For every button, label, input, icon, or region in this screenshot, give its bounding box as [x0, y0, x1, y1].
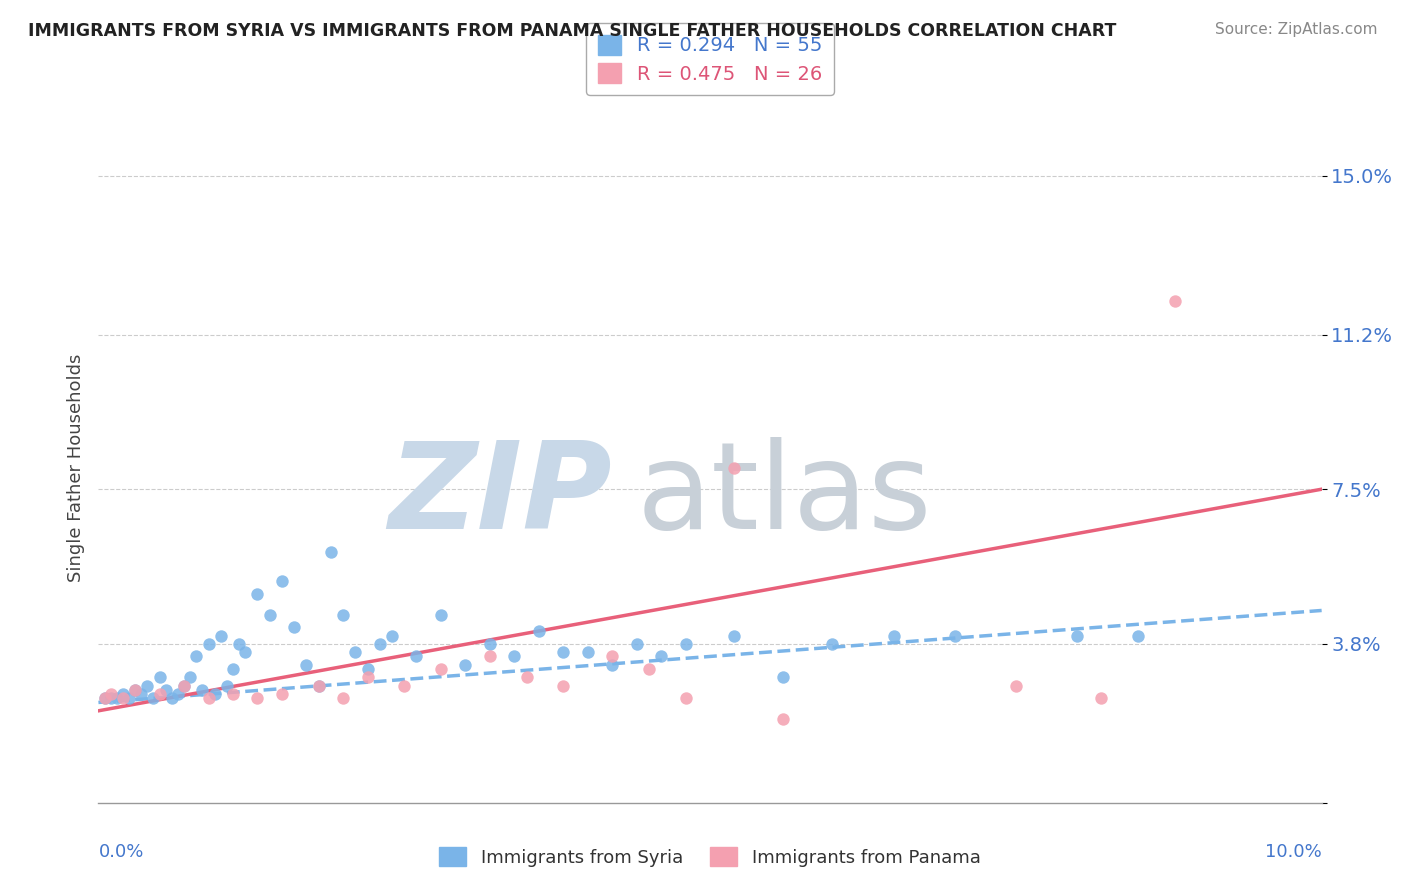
Text: atlas: atlas [637, 436, 932, 554]
Point [136, 679, 159, 693]
Point [308, 679, 330, 693]
Point [553, 679, 575, 693]
Point [124, 682, 146, 697]
Point [356, 662, 378, 676]
Point [129, 687, 152, 701]
Point [308, 679, 330, 693]
Point [100, 687, 122, 701]
Point [222, 662, 245, 676]
Point [332, 691, 354, 706]
Point [160, 691, 183, 706]
Point [283, 620, 305, 634]
Point [478, 649, 501, 664]
Point [259, 607, 281, 622]
Point [405, 649, 427, 664]
Point [344, 645, 367, 659]
Point [772, 670, 794, 684]
Point [186, 649, 208, 664]
Point [332, 607, 354, 622]
Point [222, 687, 245, 701]
Point [943, 628, 966, 642]
Point [319, 545, 342, 559]
Point [179, 670, 201, 684]
Point [883, 628, 905, 642]
Point [215, 679, 238, 693]
Point [149, 670, 172, 684]
Point [723, 461, 745, 475]
Text: IMMIGRANTS FROM SYRIA VS IMMIGRANTS FROM PANAMA SINGLE FATHER HOUSEHOLDS CORRELA: IMMIGRANTS FROM SYRIA VS IMMIGRANTS FROM… [28, 22, 1116, 40]
Point [430, 662, 453, 676]
Point [191, 682, 214, 697]
Point [246, 587, 269, 601]
Point [270, 574, 294, 589]
Point [209, 628, 232, 642]
Point [167, 687, 190, 701]
Y-axis label: Single Father Households: Single Father Households [66, 354, 84, 582]
Point [1164, 294, 1187, 309]
Point [637, 662, 661, 676]
Point [105, 691, 128, 706]
Point [516, 670, 538, 684]
Text: Source: ZipAtlas.com: Source: ZipAtlas.com [1215, 22, 1378, 37]
Point [246, 691, 269, 706]
Point [118, 691, 141, 706]
Point [204, 687, 226, 701]
Text: 0.0%: 0.0% [98, 843, 143, 861]
Point [197, 691, 219, 706]
Point [503, 649, 526, 664]
Point [723, 628, 745, 642]
Point [111, 687, 134, 701]
Point [124, 682, 146, 697]
Point [478, 637, 501, 651]
Point [600, 649, 623, 664]
Point [149, 687, 172, 701]
Point [772, 712, 794, 726]
Point [430, 607, 453, 622]
Point [650, 649, 672, 664]
Point [821, 637, 844, 651]
Point [392, 679, 416, 693]
Point [93, 691, 115, 706]
Point [1128, 628, 1150, 642]
Point [197, 637, 219, 651]
Point [155, 682, 177, 697]
Point [626, 637, 648, 651]
Point [553, 645, 575, 659]
Point [233, 645, 256, 659]
Point [368, 637, 391, 651]
Text: 10.0%: 10.0% [1265, 843, 1322, 861]
Point [527, 624, 550, 639]
Point [173, 679, 195, 693]
Point [1066, 628, 1088, 642]
Point [576, 645, 599, 659]
Point [1004, 679, 1026, 693]
Point [100, 691, 122, 706]
Point [228, 637, 250, 651]
Point [93, 691, 115, 706]
Point [142, 691, 165, 706]
Point [381, 628, 404, 642]
Point [173, 679, 195, 693]
Point [1090, 691, 1112, 706]
Legend: Immigrants from Syria, Immigrants from Panama: Immigrants from Syria, Immigrants from P… [432, 840, 988, 874]
Point [675, 637, 697, 651]
Point [600, 657, 623, 672]
Point [295, 657, 318, 672]
Point [356, 670, 378, 684]
Text: ZIP: ZIP [388, 436, 612, 554]
Point [454, 657, 477, 672]
Point [675, 691, 697, 706]
Point [270, 687, 294, 701]
Point [111, 691, 134, 706]
